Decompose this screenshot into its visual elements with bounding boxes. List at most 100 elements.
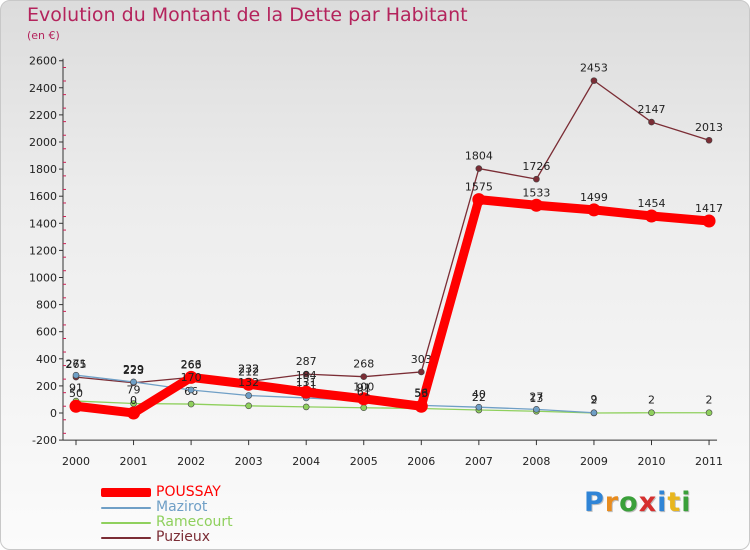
data-point-ramecourt <box>187 400 195 408</box>
y-tick-label: 2600 <box>29 55 57 68</box>
x-tick-label: 2004 <box>292 455 320 468</box>
data-point-puzieux <box>475 165 483 172</box>
data-point-puzieux <box>360 373 368 380</box>
y-tick-label: 0 <box>50 407 57 420</box>
data-label-puzieux: 265 <box>66 358 87 371</box>
series-line-puzieux <box>75 79 710 384</box>
data-label: 61 <box>357 386 371 399</box>
x-tick-label: 2009 <box>580 455 608 468</box>
data-point-poussay <box>414 399 428 413</box>
y-tick-label: 200 <box>36 380 57 393</box>
data-point-mazirot <box>130 378 137 386</box>
data-label-mazirot: 91 <box>357 382 371 395</box>
data-label: 271 <box>66 357 87 370</box>
data-label-poussay: 1417 <box>695 202 723 215</box>
x-tick-label: 2008 <box>522 455 550 468</box>
legend-swatch-mazirot <box>101 507 151 509</box>
x-tick-label: 2001 <box>120 455 148 468</box>
data-label-ramecourt: 13 <box>529 392 543 405</box>
logo-letter: i <box>681 487 692 518</box>
proxiti-logo: Proxiti <box>584 487 692 518</box>
data-label-mazirot: 229 <box>123 363 144 376</box>
data-label-puzieux: 1804 <box>465 150 493 163</box>
y-tick-label: 1400 <box>29 217 57 230</box>
data-point-puzieux <box>533 175 540 183</box>
y-tick-label: 1800 <box>29 163 57 176</box>
data-label: 233 <box>238 362 259 375</box>
data-label: 184 <box>296 369 317 382</box>
data-point-poussay <box>184 370 198 384</box>
y-tick-label: 1000 <box>29 272 57 285</box>
data-point-poussay <box>472 193 486 207</box>
data-label-mazirot: 27 <box>529 390 543 403</box>
legend-label-poussay: POUSSAY <box>156 484 221 500</box>
data-point-ramecourt <box>302 403 310 411</box>
chart-unit-label: (en €) <box>27 29 60 42</box>
data-label: 91 <box>69 382 83 395</box>
y-tick-label: 600 <box>36 326 57 339</box>
data-label-mazirot: 40 <box>472 388 486 401</box>
data-point-mazirot <box>187 386 195 394</box>
data-point-puzieux <box>590 77 598 84</box>
y-tick-label: -200 <box>32 434 57 447</box>
logo-letter: x <box>638 487 658 518</box>
data-label-poussay: 1575 <box>465 181 493 194</box>
chart-title: Evolution du Montant de la Dette par Hab… <box>27 4 468 26</box>
data-label-poussay: 1499 <box>580 191 608 204</box>
series-line-ramecourt <box>75 400 710 414</box>
data-label: 266 <box>181 358 202 371</box>
data-label: 79 <box>127 383 141 396</box>
data-label-puzieux: 2453 <box>580 62 608 75</box>
data-point-poussay <box>529 198 543 212</box>
data-label: 100 <box>353 380 374 393</box>
data-label: 2 <box>706 394 713 407</box>
data-label-ramecourt: 22 <box>472 391 486 404</box>
data-label: 53 <box>414 387 428 400</box>
data-point-ramecourt <box>360 404 368 412</box>
y-tick-label: 2000 <box>29 136 57 149</box>
data-point-poussay <box>242 377 256 391</box>
x-tick-label: 2007 <box>465 455 493 468</box>
data-label: 229 <box>123 363 144 376</box>
legend-swatch-ramecourt <box>101 522 151 524</box>
data-point-puzieux <box>705 136 713 144</box>
data-label-puzieux: 223 <box>123 364 144 377</box>
legend-label-puzieux: Puzieux <box>156 529 211 545</box>
x-tick-label: 2011 <box>695 455 723 468</box>
data-label: 212 <box>238 365 259 378</box>
data-label: 132 <box>238 376 259 389</box>
data-label: 131 <box>296 376 317 389</box>
data-label-poussay: 0 <box>130 394 137 407</box>
data-point-mazirot <box>533 406 540 413</box>
x-tick-label: 2006 <box>407 455 435 468</box>
data-label-puzieux: 2147 <box>638 103 666 116</box>
y-tick-label: 2200 <box>29 109 57 122</box>
data-point-ramecourt <box>705 409 713 417</box>
series-line-poussay <box>71 195 714 418</box>
data-label-puzieux: 1726 <box>522 160 550 173</box>
x-tick-label: 2003 <box>235 455 263 468</box>
data-label-puzieux: 303 <box>411 353 432 366</box>
data-point-poussay <box>587 203 601 217</box>
data-label-puzieux: 232 <box>238 363 259 376</box>
data-point-ramecourt <box>245 402 252 410</box>
logo-letter: P <box>584 487 605 518</box>
data-point-poussay <box>645 209 658 223</box>
y-tick-label: 1200 <box>29 244 57 257</box>
data-label: 9 <box>590 393 597 406</box>
data-label-puzieux: 2013 <box>695 121 723 134</box>
legend-swatch-puzieux <box>101 537 151 539</box>
data-label: 2 <box>648 394 655 407</box>
y-tick-label: 2400 <box>29 82 57 95</box>
data-point-poussay <box>702 214 716 228</box>
data-point-mazirot <box>72 371 80 379</box>
logo-letter: i <box>657 487 668 518</box>
data-point-puzieux <box>302 370 310 378</box>
y-tick-label: 800 <box>36 299 57 312</box>
logo-letter: t <box>667 487 682 518</box>
x-tick-label: 2002 <box>177 455 205 468</box>
data-point-poussay <box>357 392 371 406</box>
data-point-ramecourt <box>648 409 655 417</box>
legend-label-mazirot: Mazirot <box>156 499 208 515</box>
